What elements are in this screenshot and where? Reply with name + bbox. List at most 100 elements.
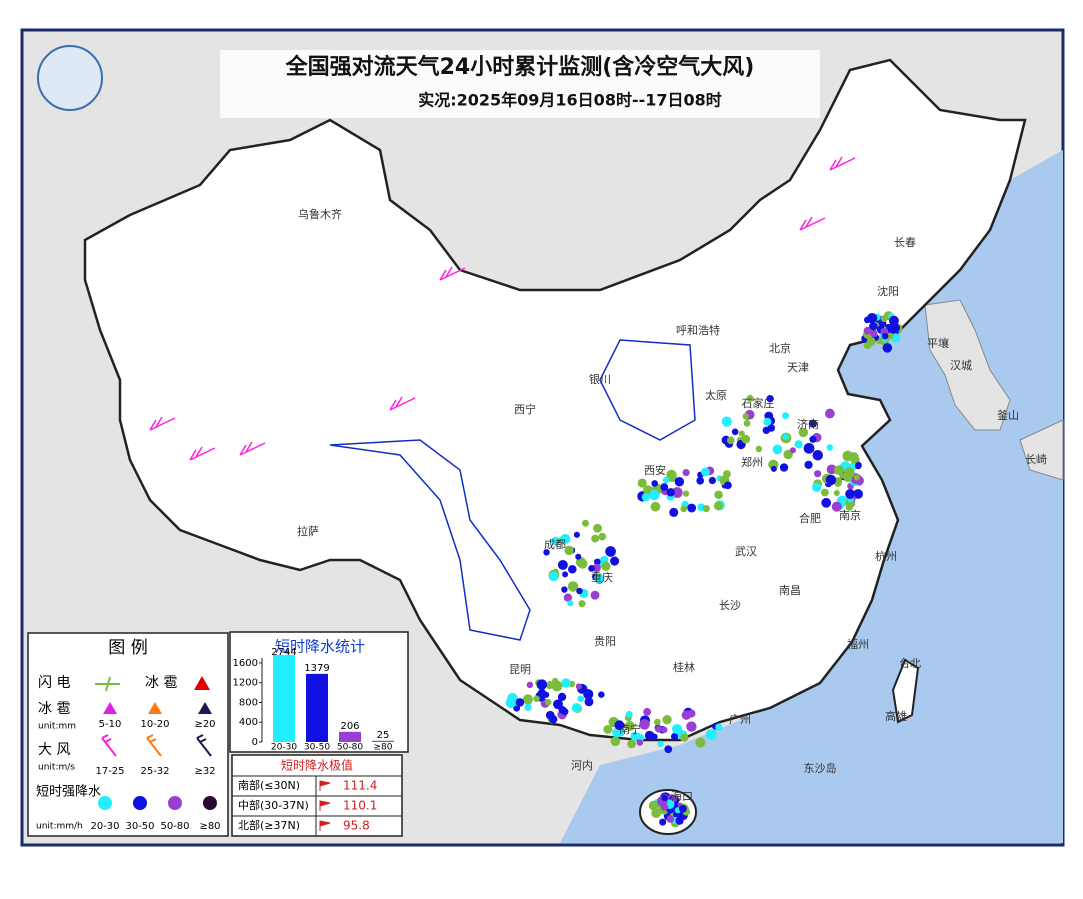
stats-title: 短时降水统计	[275, 638, 365, 656]
city-label: 南京	[839, 508, 861, 522]
rain-dot	[863, 326, 872, 335]
rain-dot	[834, 465, 844, 476]
rain-dot	[812, 482, 822, 492]
legend-label: 大 风	[38, 742, 70, 758]
rain-dot	[881, 332, 889, 340]
rain-dot	[671, 795, 678, 802]
rain-dot	[523, 696, 533, 706]
x-tick-label: 50-80	[337, 743, 363, 753]
rain-dot	[543, 549, 550, 556]
rain-dot	[762, 426, 771, 435]
rain-dot	[882, 343, 893, 353]
rain-dot	[770, 465, 777, 472]
rain-dot	[726, 436, 735, 445]
rain-dot	[650, 501, 661, 512]
city-label: 长春	[894, 236, 916, 249]
rain-dot	[651, 480, 658, 487]
city-label: 釜山	[997, 408, 1019, 422]
rain-dot	[545, 698, 552, 706]
bar	[306, 673, 328, 742]
city-label: 北京	[769, 341, 791, 355]
legend-level: 5-10	[99, 719, 122, 730]
wind-barb	[389, 396, 416, 411]
rain-dot	[507, 692, 519, 704]
rain-dot	[891, 323, 901, 333]
rain-dot	[667, 472, 677, 483]
extreme-value: 95.8	[343, 819, 370, 833]
rain-dot	[614, 720, 625, 731]
flag-icon	[319, 800, 331, 811]
bar-value: 25	[377, 730, 390, 741]
rain-dot	[581, 519, 589, 527]
legend-level: 50-80	[160, 821, 189, 832]
stats-chart: 0 400 800 1200 1600 2744 20-30 1379 30-50 206 50-8…	[233, 647, 394, 753]
rain-dot	[842, 450, 854, 462]
rain-dot	[583, 689, 594, 700]
rain-dot	[782, 433, 789, 440]
rain-dot	[562, 571, 569, 578]
y-tick-label: 800	[239, 697, 258, 708]
china-outline	[83, 58, 1027, 742]
rain-dot	[680, 505, 688, 513]
rain-dot	[577, 695, 585, 702]
wind-icon	[146, 734, 162, 757]
rain-dot	[671, 487, 683, 498]
rain-dot	[660, 483, 669, 491]
rain-dot	[625, 710, 633, 718]
basin-line	[329, 439, 531, 641]
extremes-title: 短时降水极值	[281, 758, 353, 773]
legend-level: 20-30	[90, 821, 119, 832]
rain-dot	[610, 556, 620, 566]
legend-items: 5-10 10-20 ≥20 17-25 25-32 ≥32 20-30 30-50 50-80…	[90, 702, 221, 832]
rain-dot	[868, 313, 878, 323]
bar	[273, 655, 295, 742]
legend-label: 短时强降水	[36, 785, 101, 800]
rain-dot	[798, 427, 809, 438]
rain-dot	[637, 478, 647, 488]
city-label: 桂林	[673, 660, 695, 674]
rain-dot	[591, 534, 600, 543]
rain-dot	[742, 413, 750, 420]
rain-dot	[808, 419, 817, 428]
y-tick-label: 400	[239, 717, 258, 728]
city-label: 西安	[644, 463, 666, 477]
rain-dot	[661, 794, 669, 802]
city-label: 郑州	[741, 455, 763, 469]
rain-dot	[804, 460, 813, 469]
city-label: 杭州	[875, 549, 897, 563]
rain-dot	[666, 488, 675, 497]
rain-dot	[643, 707, 652, 716]
rain-dot	[605, 546, 616, 557]
rain-dot	[563, 593, 573, 602]
x-tick-label: 30-50	[304, 743, 330, 753]
rain-dot	[590, 590, 600, 600]
city-label: 昆明	[509, 663, 531, 676]
rain-dot	[576, 587, 583, 595]
rain-dot	[513, 704, 521, 712]
rain-icon	[98, 796, 112, 810]
legend-level: 17-25	[95, 766, 124, 777]
rain-dot	[809, 435, 817, 443]
rain-dot	[551, 536, 560, 546]
rain-dot	[853, 474, 860, 481]
city-label: 武汉	[735, 545, 757, 558]
rain-dot	[551, 680, 563, 692]
legend-unit: unit:mm/h	[36, 822, 83, 832]
rain-dot	[755, 445, 763, 453]
city-label: 西宁	[514, 402, 536, 416]
rain-dot	[598, 532, 607, 541]
observations	[149, 156, 903, 828]
rain-dot	[662, 476, 670, 484]
rain-icon	[168, 796, 182, 810]
rain-dot	[654, 725, 662, 733]
rain-dot	[533, 695, 540, 702]
rain-dot	[610, 736, 621, 747]
rain-dot	[662, 715, 672, 725]
bar	[339, 731, 361, 742]
rain-dot	[648, 489, 660, 501]
title-bg	[220, 50, 820, 118]
rain-dot	[636, 739, 644, 746]
rain-dot	[674, 477, 685, 487]
